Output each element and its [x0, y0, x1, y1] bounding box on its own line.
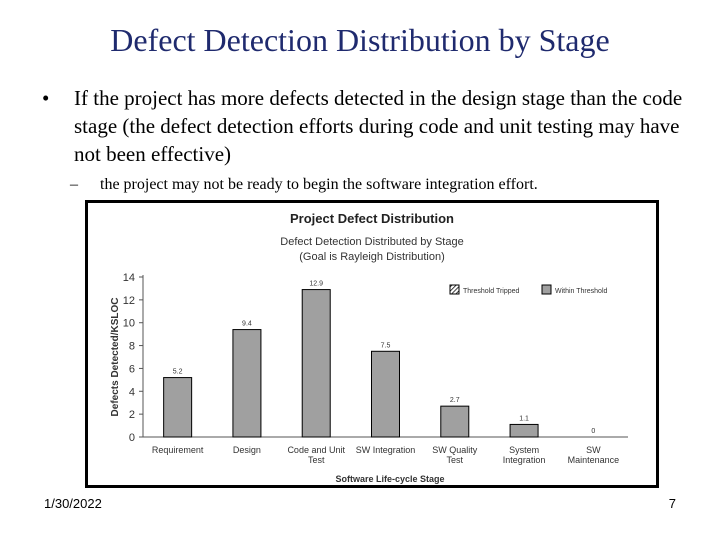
bar — [301, 289, 331, 438]
sub-bullet-text: the project may not be ready to begin th… — [100, 176, 538, 193]
legend-swatch — [541, 284, 552, 295]
bar — [509, 423, 539, 438]
footer-date: 1/30/2022 — [44, 496, 102, 511]
defect-distribution-chart: Project Defect Distribution Defect Detect… — [110, 211, 628, 484]
legend-label: Threshold Tripped — [463, 288, 520, 295]
y-tick-label: 14 — [123, 272, 135, 284]
y-axis-label: Defects Detected/KSLOC — [110, 298, 121, 417]
x-tick-label: SW Integration — [356, 445, 416, 455]
y-tick-label: 2 — [129, 409, 135, 421]
x-tick-label: System — [509, 445, 539, 455]
bullet-text: If the project has more defects detected… — [74, 86, 683, 166]
chart-subtitle: (Goal is Rayleigh Distribution) — [299, 251, 445, 263]
bar-value-label: 2.7 — [450, 397, 460, 404]
x-tick-label: Test — [447, 455, 464, 465]
y-tick-label: 6 — [129, 363, 135, 375]
bar — [163, 377, 193, 438]
y-tick-label: 10 — [123, 318, 135, 330]
legend-label: Within Threshold — [555, 288, 608, 295]
slide-title: Defect Detection Distribution by Stage — [110, 22, 610, 58]
y-tick-label: 8 — [129, 341, 135, 353]
y-tick-label: 12 — [123, 295, 135, 307]
x-axis-label: Software Life-cycle Stage — [335, 474, 444, 484]
bar-value-label: 12.9 — [309, 281, 323, 288]
bar-value-label: 7.5 — [381, 342, 391, 349]
x-tick-label: Integration — [503, 455, 546, 465]
bar — [440, 405, 470, 438]
chart-header: Project Defect Distribution — [290, 211, 454, 226]
x-tick-label: SW Quality — [432, 445, 478, 455]
x-tick-label: Design — [233, 445, 261, 455]
x-tick-label: Requirement — [152, 445, 204, 455]
bullet-point: • If the project has more defects detect… — [42, 84, 692, 168]
bar-value-label: 5.2 — [173, 369, 183, 376]
x-tick-label: Code and Unit — [287, 445, 345, 455]
x-tick-label: SW — [586, 445, 601, 455]
bar — [371, 350, 400, 438]
legend-swatch — [449, 284, 460, 295]
bullet-marker: • — [42, 86, 50, 110]
sub-bullet: – the project may not be ready to begin t… — [70, 174, 710, 196]
chart-frame: Project Defect Distribution Defect Detect… — [85, 200, 659, 488]
bar-value-label: 1.1 — [519, 415, 529, 422]
page-number: 7 — [668, 496, 676, 511]
x-tick-label: Maintenance — [568, 455, 620, 465]
y-tick-label: 0 — [129, 432, 135, 444]
bar — [232, 329, 262, 438]
bar-value-label: 9.4 — [242, 321, 252, 328]
chart-title: Defect Detection Distributed by Stage — [280, 236, 463, 248]
bar-value-label: 0 — [591, 428, 595, 435]
y-tick-label: 4 — [129, 386, 135, 398]
sub-bullet-marker: – — [70, 176, 78, 193]
x-tick-label: Test — [308, 455, 325, 465]
